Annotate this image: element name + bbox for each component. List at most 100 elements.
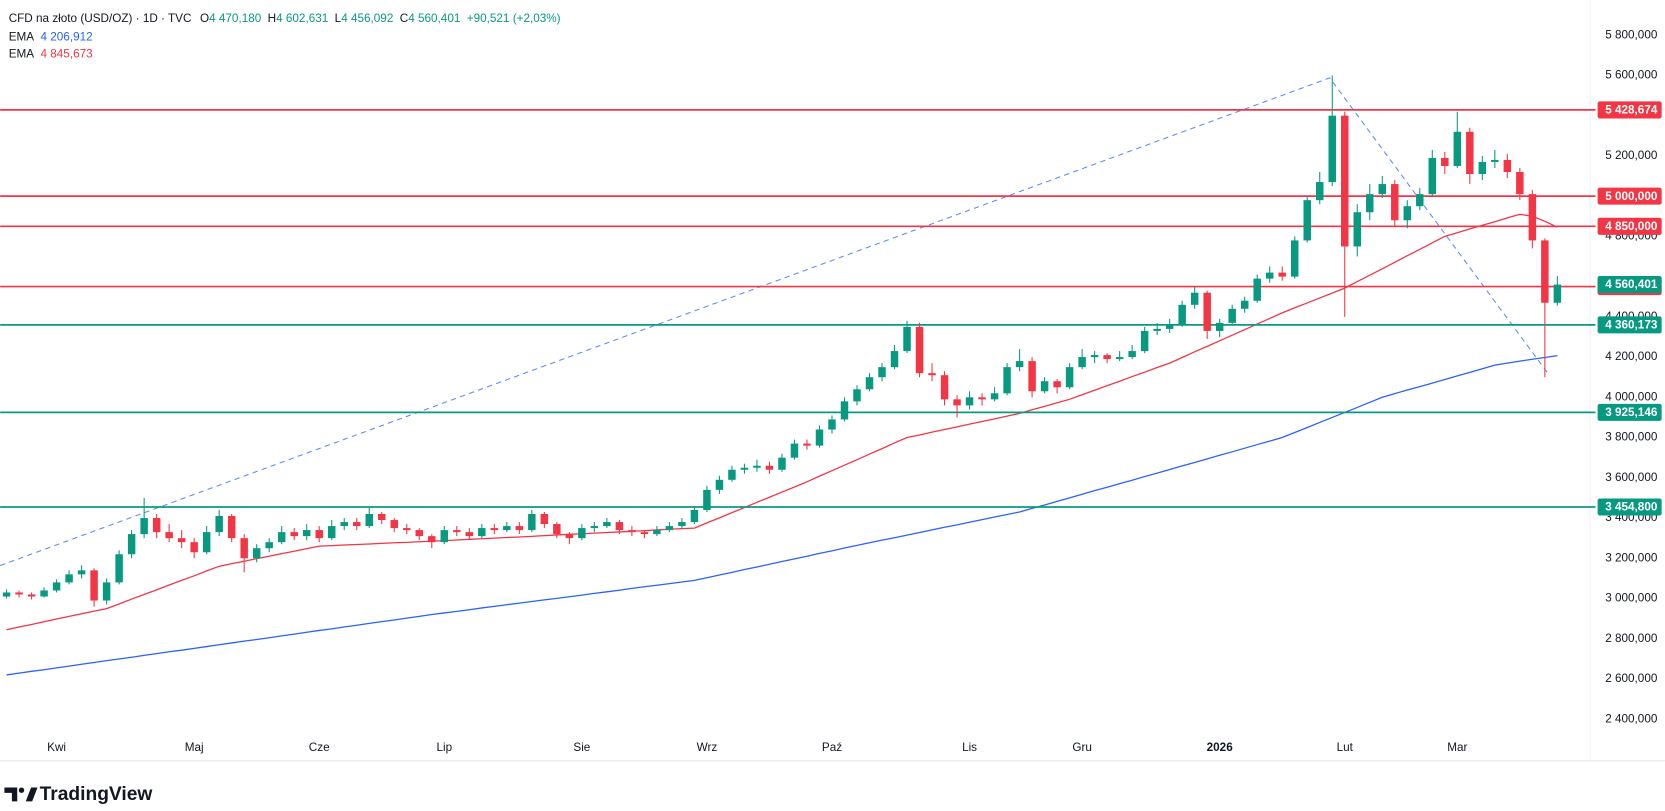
y-tick-label: 5 200,000 — [1605, 149, 1658, 162]
candle-body — [890, 351, 899, 368]
candle-body — [240, 538, 248, 559]
candle-body — [1278, 272, 1286, 277]
candle-body — [52, 582, 61, 591]
candle-body — [102, 582, 111, 601]
candle-body — [753, 465, 761, 468]
ema-name: EMA — [9, 48, 35, 61]
candle-body — [1028, 361, 1036, 392]
candle-body — [1453, 131, 1462, 166]
candle-body — [353, 522, 361, 527]
price-label: 4 360,173 — [1605, 318, 1658, 331]
candle-body — [915, 326, 924, 374]
candle-body — [840, 401, 849, 420]
legend: CFD na złoto (USD/OZ) · 1D · TVC O4 470,1… — [9, 12, 561, 60]
brand-name: TradingView — [40, 784, 153, 805]
candle-body — [290, 532, 298, 537]
candle-body — [1240, 300, 1249, 309]
candle-body — [1140, 330, 1149, 352]
brand-logo: TradingView — [4, 784, 152, 805]
candle-body — [740, 467, 749, 470]
candle-body — [690, 509, 699, 523]
candle-body — [478, 528, 486, 537]
price-label: 5 428,674 — [1605, 104, 1658, 117]
candle-body — [953, 399, 961, 406]
candle-body — [1215, 322, 1224, 331]
candle-body — [415, 530, 424, 537]
candle-body — [227, 516, 236, 539]
candle-body — [1090, 355, 1099, 358]
candle-body — [1165, 324, 1174, 329]
x-tick-label: Wrz — [697, 741, 718, 754]
candle-body — [1541, 240, 1549, 303]
candle-body — [1428, 157, 1437, 195]
candle-body — [590, 526, 599, 529]
ohlc-key: L — [335, 12, 342, 25]
candle-body — [828, 419, 836, 430]
ema-value: 4 206,912 — [41, 30, 93, 43]
candle-body — [703, 489, 711, 510]
x-tick-label: Maj — [185, 741, 204, 754]
candle-body — [378, 514, 386, 521]
y-tick-label: 4 200,000 — [1605, 350, 1658, 363]
candle-body — [465, 532, 474, 537]
candle-body — [1553, 284, 1562, 303]
candle-body — [1328, 115, 1336, 183]
candle-body — [390, 520, 398, 529]
candle-body — [1265, 272, 1274, 279]
candle-body — [252, 548, 261, 559]
candle-body — [765, 465, 774, 470]
candle-body — [1416, 194, 1424, 207]
price-label-box — [1597, 316, 1662, 334]
x-tick-label: Sie — [573, 741, 590, 754]
candle-body — [540, 514, 549, 525]
candle-body — [1341, 115, 1349, 247]
ohlc-key: H — [268, 12, 276, 25]
candle-body — [190, 542, 198, 553]
y-tick-label: 3 000,000 — [1605, 592, 1658, 605]
candle-body — [678, 522, 686, 527]
candle-body — [978, 397, 986, 400]
ema-value: 4 845,673 — [41, 48, 93, 61]
candle-body — [1403, 206, 1412, 221]
candle-body — [628, 530, 636, 533]
y-tick-label: 3 600,000 — [1605, 471, 1658, 484]
candle-body — [302, 530, 311, 537]
candle-body — [1078, 357, 1086, 368]
candle-body — [578, 528, 586, 539]
candle-body — [940, 375, 949, 400]
x-tick-label: Lis — [962, 741, 977, 754]
y-tick-label: 2 800,000 — [1605, 632, 1658, 645]
candle-body — [77, 570, 86, 575]
x-tick-label: 2026 — [1207, 741, 1234, 754]
candle-body — [1528, 194, 1537, 241]
candle-body — [453, 530, 461, 533]
candle-body — [15, 592, 23, 595]
candle-body — [1391, 184, 1399, 221]
candle-body — [565, 534, 574, 539]
ema-line — [6, 355, 1558, 676]
candle-body — [903, 326, 911, 352]
price-label: 5 000,000 — [1605, 190, 1658, 203]
x-tick-label: Gru — [1072, 741, 1092, 754]
price-label: 4 560,401 — [1605, 278, 1658, 291]
ohlc-key: C — [400, 12, 409, 25]
x-tick-label: Lut — [1337, 741, 1354, 754]
price-label-box — [1597, 187, 1662, 205]
change: +90,521 (+2,03%) — [467, 12, 561, 25]
candle-body — [1053, 381, 1061, 388]
trend-line — [0, 77, 1551, 567]
candle-body — [865, 377, 874, 390]
candle-body — [1228, 308, 1236, 323]
candle-body — [1478, 161, 1487, 175]
candle-body — [327, 526, 336, 539]
candle-body — [653, 530, 661, 535]
candle-body — [177, 538, 186, 543]
candle-body — [1378, 184, 1387, 195]
y-tick-label: 4 000,000 — [1605, 390, 1658, 403]
logo-shape — [18, 787, 25, 793]
price-label-box — [1597, 276, 1662, 294]
candle-body — [1153, 328, 1161, 331]
y-tick-label: 3 200,000 — [1605, 551, 1658, 564]
candle-body — [27, 594, 36, 597]
